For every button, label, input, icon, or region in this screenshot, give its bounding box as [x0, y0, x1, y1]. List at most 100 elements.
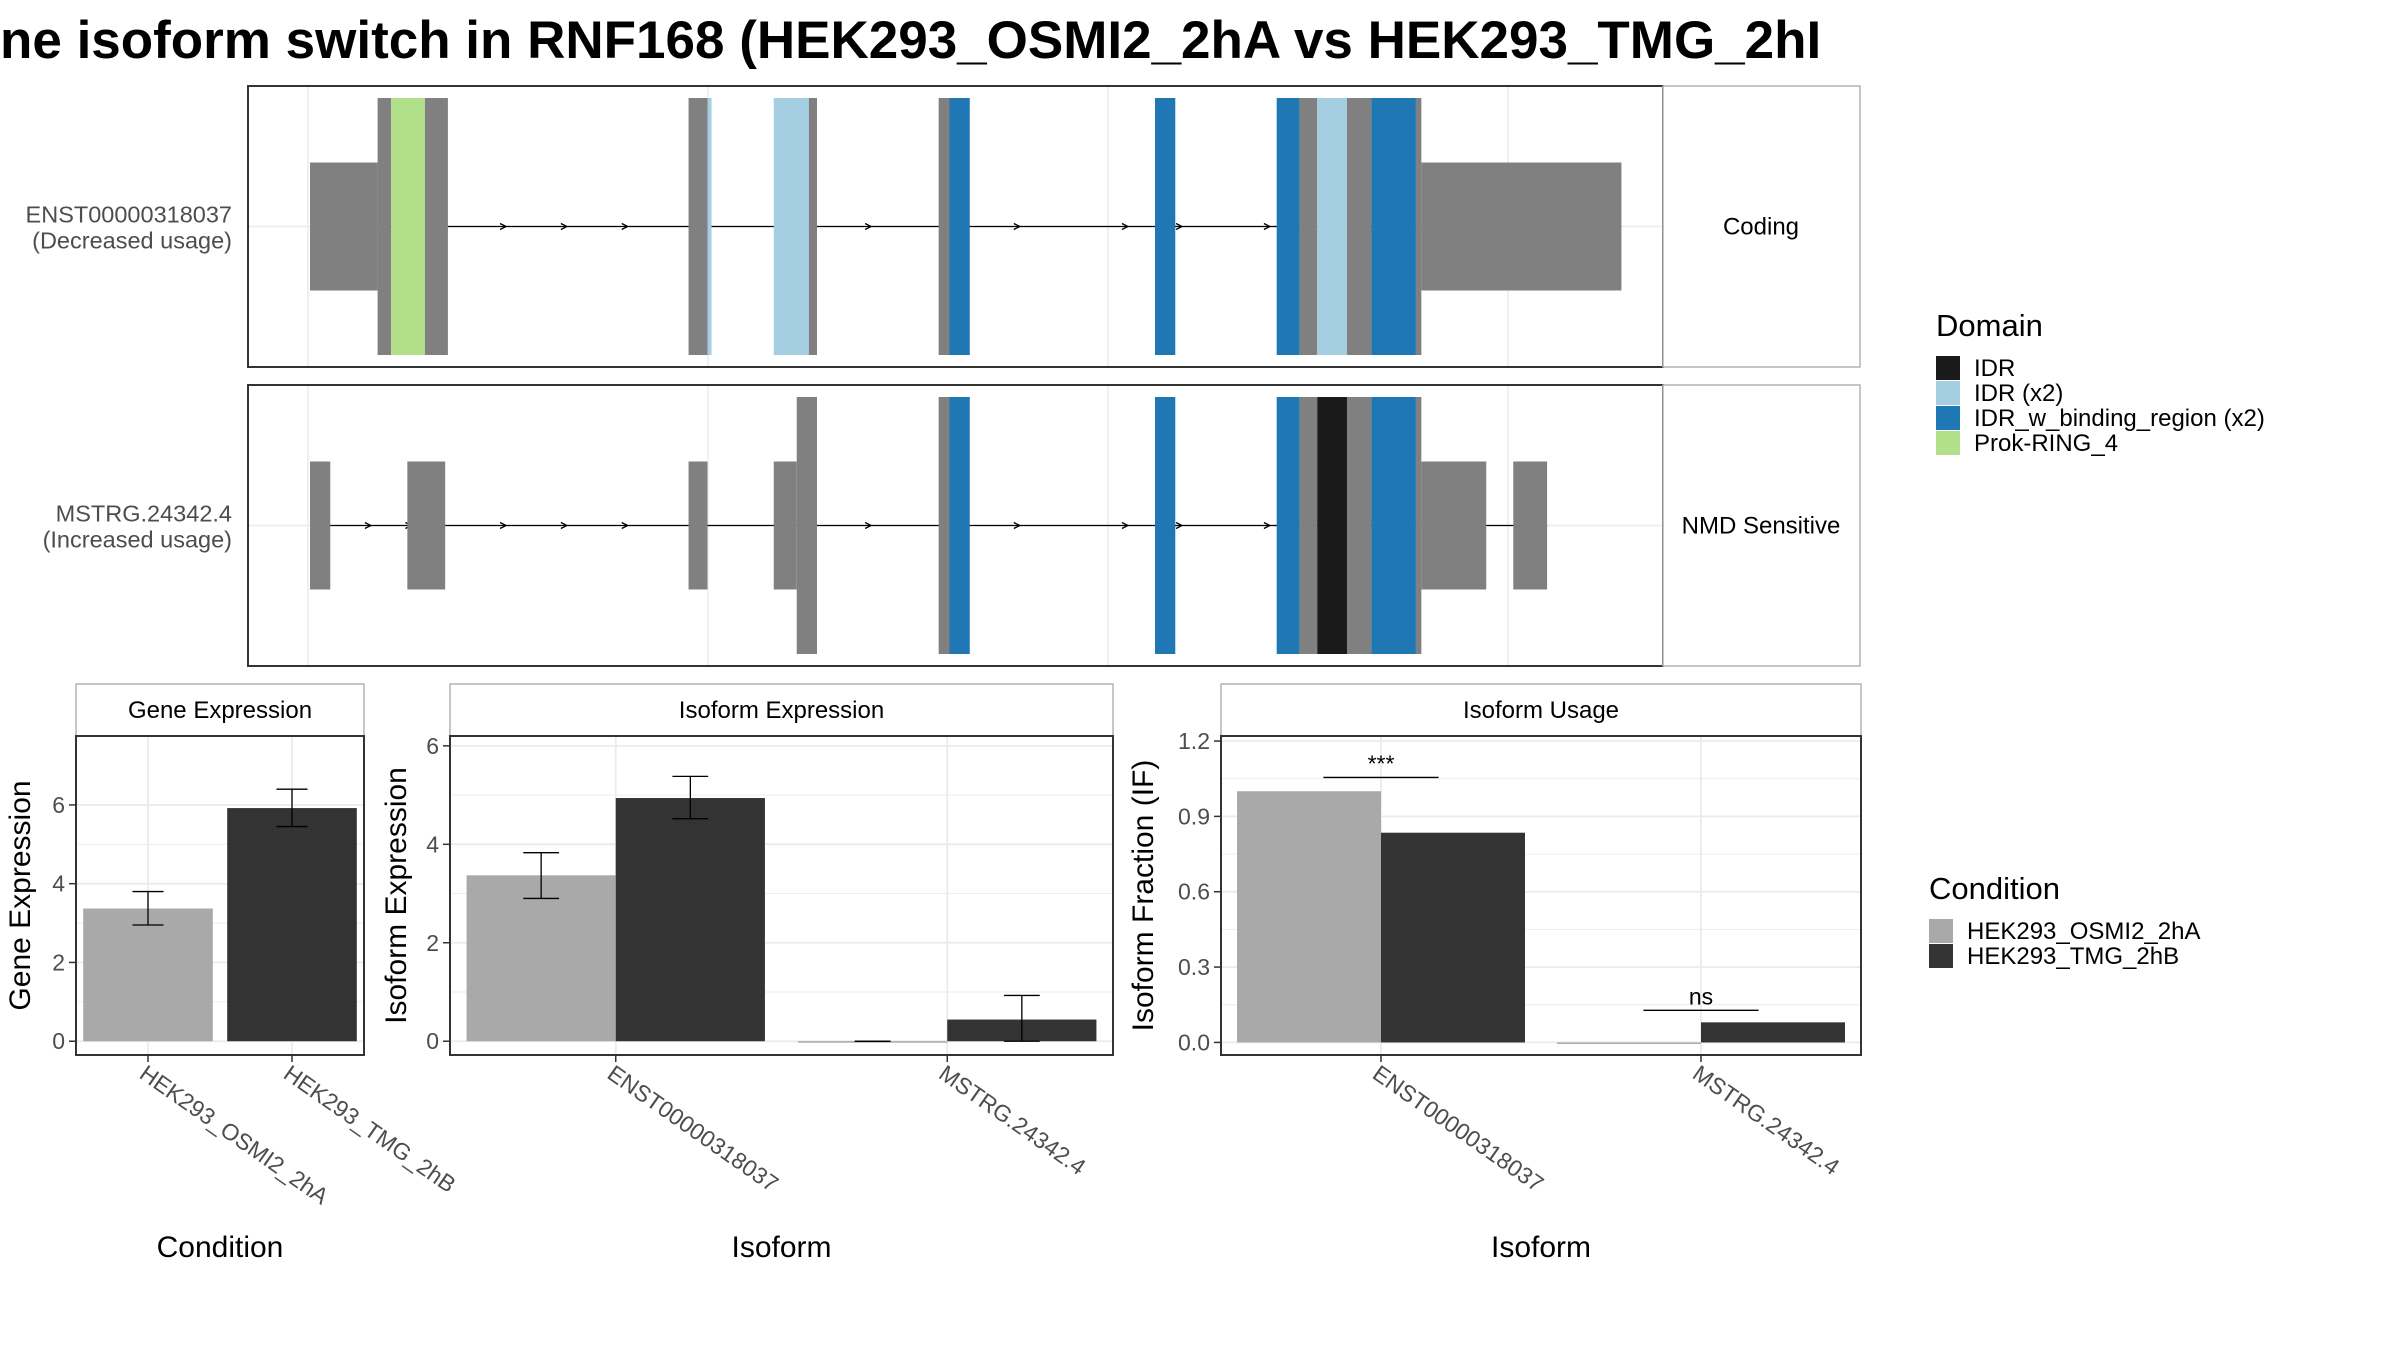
bar — [1557, 1042, 1701, 1044]
strand-arrow — [1263, 222, 1272, 231]
significance-label: ns — [1689, 983, 1713, 1009]
strand-arrow — [621, 521, 630, 530]
legend-label: IDR_w_binding_region (x2) — [1974, 405, 2265, 432]
domain-block-idr_binding — [1276, 98, 1300, 355]
domain-block-idr_binding — [949, 98, 970, 355]
domain-block-idr_binding — [1371, 397, 1416, 654]
exon-block — [808, 98, 817, 355]
y-tick-label: 0.6 — [1178, 879, 1210, 905]
x-tick-label: ENST00000318037 — [603, 1060, 783, 1197]
bar — [1237, 791, 1381, 1043]
strand-arrow — [621, 222, 630, 231]
legend-swatch — [1936, 431, 1960, 455]
x-axis-title: Isoform — [731, 1231, 831, 1264]
legend-title: Domain — [1936, 308, 2043, 343]
panel-frame — [75, 735, 365, 1056]
legend-swatch — [1929, 919, 1953, 943]
strand-arrow — [1175, 222, 1184, 231]
strand-arrow — [499, 521, 508, 530]
y-tick-label: 0.0 — [1178, 1029, 1210, 1055]
exon-block — [310, 162, 378, 291]
strand-arrow — [560, 521, 569, 530]
strand-arrow — [1013, 521, 1022, 530]
track-label-usage: (Increased usage) — [43, 527, 232, 553]
bar — [466, 875, 616, 1042]
bar — [227, 808, 357, 1042]
legend-label: IDR (x2) — [1974, 380, 2063, 407]
domain-block-idr_binding — [1155, 98, 1176, 355]
exon-block — [1421, 461, 1487, 590]
legend-label: HEK293_TMG_2hB — [1967, 943, 2179, 970]
exon-block — [1346, 397, 1372, 654]
legend-swatch — [1936, 381, 1960, 405]
isoform-usage-panel: Isoform Usage *** ns 0.0 0.3 0.6 0.9 1.2 ENST000… — [1127, 683, 1862, 1264]
strand-arrow — [1121, 222, 1130, 231]
y-tick-label: 4 — [52, 871, 65, 897]
x-tick-label: MSTRG.24342.4 — [1688, 1060, 1844, 1180]
y-tick-label: 2 — [426, 930, 439, 956]
legend-title: Condition — [1929, 871, 2060, 906]
domain-block-idr — [1317, 397, 1347, 654]
exon-block — [688, 461, 708, 590]
domain-block-idr_x2 — [1317, 98, 1347, 355]
legend-swatch — [1936, 406, 1960, 430]
bar — [798, 1041, 948, 1043]
track-strip-label: NMD Sensitive — [1682, 513, 1841, 540]
exon-block — [1513, 461, 1548, 590]
panel-frame — [449, 735, 1114, 1056]
strand-arrow — [1013, 222, 1022, 231]
exon-block — [1415, 397, 1422, 654]
y-tick-label: 2 — [52, 949, 65, 975]
strand-arrow — [1175, 521, 1184, 530]
track-label-usage: (Decreased usage) — [32, 228, 232, 254]
panel-strip-label: Gene Expression — [128, 697, 312, 724]
panel-strip — [449, 683, 1114, 737]
strand-arrow — [560, 222, 569, 231]
domain-block-idr_binding — [1155, 397, 1176, 654]
domain-block-idr_binding — [1371, 98, 1416, 355]
panel-strip-label: Isoform Usage — [1463, 697, 1619, 724]
exon-block — [1299, 397, 1318, 654]
strand-arrow — [364, 521, 373, 530]
strand-arrow — [1121, 521, 1130, 530]
x-tick-label: ENST00000318037 — [1368, 1060, 1548, 1197]
domain-block-idr_binding — [1276, 397, 1300, 654]
bar — [1381, 832, 1525, 1043]
x-axis-title: Isoform — [1491, 1231, 1591, 1264]
x-tick-label: MSTRG.24342.4 — [934, 1060, 1090, 1180]
domain-block-prok_ring — [391, 98, 425, 355]
exon-block — [310, 461, 331, 590]
track-label-id: MSTRG.24342.4 — [56, 501, 232, 527]
y-axis-title: Isoform Fraction (IF) — [1127, 760, 1160, 1032]
domain-block-idr_x2 — [773, 98, 809, 355]
strand-arrow — [864, 521, 873, 530]
exon-block — [688, 98, 708, 355]
y-tick-label: 0 — [52, 1028, 65, 1054]
track-strip — [1662, 85, 1861, 368]
legend-swatch — [1936, 356, 1960, 380]
bar — [1701, 1022, 1845, 1043]
exon-block — [407, 461, 446, 590]
exon-block — [377, 98, 392, 355]
exon-block — [424, 98, 448, 355]
track-strip — [1662, 384, 1861, 667]
panel-strip — [1220, 683, 1862, 737]
domain-block-idr_x2 — [707, 98, 712, 355]
y-tick-label: 6 — [426, 733, 439, 759]
y-axis-title: Isoform Expression — [380, 767, 413, 1024]
legend-swatch — [1929, 944, 1953, 968]
exon-block — [796, 397, 817, 654]
strand-arrow — [1263, 521, 1272, 530]
chart-title: ne isoform switch in RNF168 (HEK293_OSMI… — [0, 11, 1821, 70]
legend-label: IDR — [1974, 355, 2015, 382]
y-tick-label: 0.9 — [1178, 803, 1210, 829]
y-tick-label: 0 — [426, 1028, 439, 1054]
strand-arrow — [864, 222, 873, 231]
panel-strip — [75, 683, 365, 737]
exon-block — [938, 397, 950, 654]
panel-frame — [1220, 735, 1862, 1056]
exon-block — [773, 461, 797, 590]
exon-block — [1346, 98, 1372, 355]
